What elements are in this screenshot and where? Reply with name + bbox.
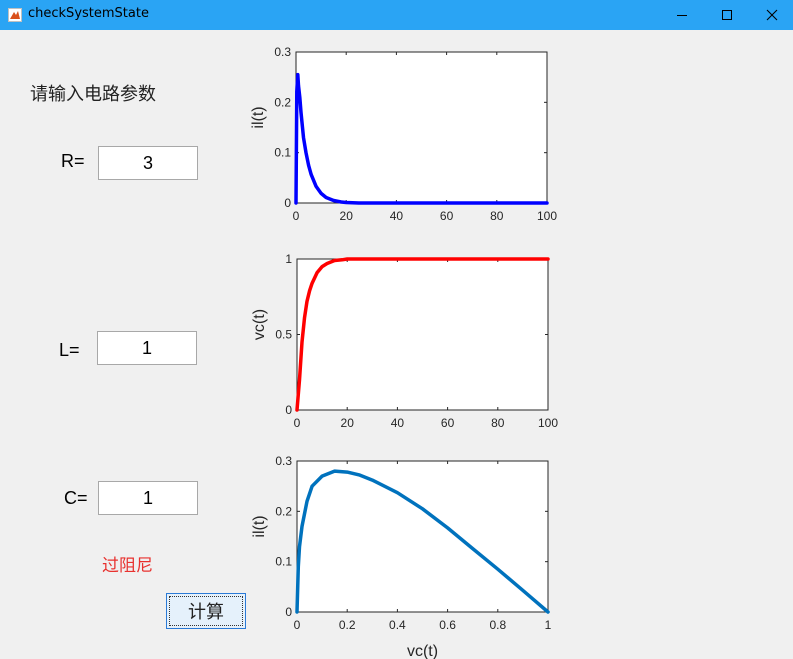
l-input[interactable] bbox=[97, 331, 197, 365]
title-bar: checkSystemState bbox=[0, 0, 793, 30]
close-button[interactable] bbox=[749, 0, 793, 30]
plot-box bbox=[296, 258, 549, 411]
minimize-icon bbox=[677, 15, 687, 16]
plot-box bbox=[295, 51, 548, 204]
close-icon bbox=[766, 9, 778, 21]
x-tick-label: 20 bbox=[340, 209, 354, 223]
l-label: L= bbox=[59, 340, 80, 360]
input-prompt-label: 请输入电路参数 bbox=[30, 84, 156, 105]
x-tick-label: 0 bbox=[293, 209, 300, 223]
y-tick-label: 0.1 bbox=[275, 555, 292, 569]
window-title: checkSystemState bbox=[28, 6, 149, 21]
y-axis-label: il(t) bbox=[251, 515, 268, 537]
y-tick-label: 0.3 bbox=[275, 454, 292, 468]
x-axis-label: vc(t) bbox=[407, 643, 438, 659]
x-tick-label: 40 bbox=[390, 209, 404, 223]
x-tick-label: 80 bbox=[490, 209, 504, 223]
chart-3: 0 0.2 0.4 0.6 0.8 1 0 0.1 0.2 0.3 il(t) vc(t) bbox=[251, 454, 552, 659]
y-tick-label: 0.3 bbox=[274, 45, 291, 59]
x-tick-label: 20 bbox=[341, 416, 355, 430]
y-tick-label: 0.2 bbox=[275, 504, 292, 518]
chart-1: 0 20 40 60 80 100 0 0.1 0.2 0.3 il(t) bbox=[250, 45, 557, 223]
y-tick-label: 0.2 bbox=[274, 95, 291, 109]
series-line bbox=[295, 257, 550, 412]
y-tick-label: 0 bbox=[285, 605, 292, 619]
x-tick-label: 0 bbox=[294, 416, 301, 430]
chart-2: 0 20 40 60 80 100 0 0.5 1 vc(t) bbox=[251, 252, 558, 430]
y-axis-label: il(t) bbox=[250, 106, 267, 128]
y-tick-label: 0 bbox=[285, 403, 292, 417]
c-input[interactable] bbox=[98, 481, 198, 515]
damping-status: 过阻尼 bbox=[102, 556, 153, 576]
x-tick-label: 60 bbox=[440, 209, 454, 223]
series-line bbox=[294, 72, 549, 205]
series-line bbox=[295, 469, 550, 614]
y-tick-label: 0 bbox=[284, 196, 291, 210]
r-input[interactable] bbox=[98, 146, 198, 180]
y-tick-label: 0.5 bbox=[275, 328, 292, 342]
x-tick-label: 0.4 bbox=[389, 618, 406, 632]
compute-button[interactable]: 计算 bbox=[166, 593, 246, 629]
x-tick-label: 100 bbox=[538, 416, 558, 430]
y-tick-label: 0.1 bbox=[274, 146, 291, 160]
maximize-icon bbox=[722, 10, 732, 20]
r-label: R= bbox=[61, 151, 85, 171]
maximize-button[interactable] bbox=[704, 0, 750, 30]
x-tick-label: 100 bbox=[537, 209, 557, 223]
x-tick-label: 0.2 bbox=[339, 618, 356, 632]
matlab-app-icon bbox=[8, 8, 22, 22]
plot-box bbox=[296, 460, 549, 613]
x-tick-label: 0.6 bbox=[439, 618, 456, 632]
y-tick-label: 1 bbox=[285, 252, 292, 266]
x-tick-label: 80 bbox=[491, 416, 505, 430]
c-label: C= bbox=[64, 488, 88, 508]
x-tick-label: 0.8 bbox=[489, 618, 506, 632]
x-tick-label: 1 bbox=[545, 618, 552, 632]
x-tick-label: 0 bbox=[294, 618, 301, 632]
y-axis-label: vc(t) bbox=[251, 309, 268, 340]
x-tick-label: 40 bbox=[391, 416, 405, 430]
x-tick-label: 60 bbox=[441, 416, 455, 430]
minimize-button[interactable] bbox=[659, 0, 705, 30]
